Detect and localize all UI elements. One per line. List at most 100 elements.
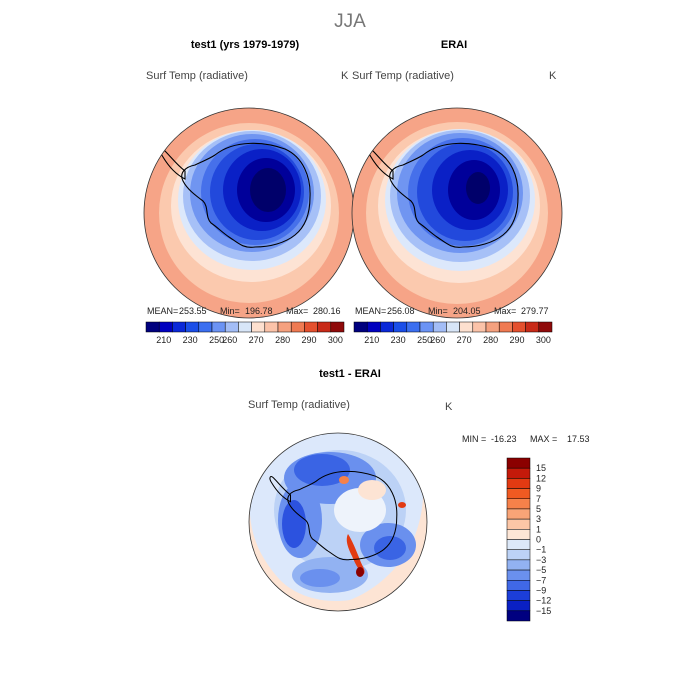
colorbar-tick-label: 5 xyxy=(536,504,541,514)
colorbar-cell xyxy=(251,321,266,333)
polar-map xyxy=(249,433,427,611)
variable-label: Surf Temp (radiative) xyxy=(248,399,350,411)
colorbar-tick-label: 300 xyxy=(536,335,551,345)
colorbar-cell xyxy=(506,600,531,612)
max-label: Max= xyxy=(286,306,308,316)
panel-difference: test1 - ERAI Surf Temp (radiative) K MIN… xyxy=(248,368,590,622)
max-label: MAX = xyxy=(530,434,557,444)
colorbar-tick-label: 12 xyxy=(536,473,546,483)
colorbar-tick-label: 7 xyxy=(536,494,541,504)
colorbar-tick-label: 9 xyxy=(536,484,541,494)
colorbar-cell xyxy=(304,321,318,333)
colorbar-cell xyxy=(198,321,213,333)
stats-line: MIN = -16.23 MAX = 17.53 xyxy=(462,434,590,444)
colorbar-tick-label: −5 xyxy=(536,565,546,575)
min-label: Min= xyxy=(220,306,240,316)
colorbar-cell xyxy=(506,610,531,622)
colorbar-tick-label: 280 xyxy=(483,335,498,345)
colorbar-cell xyxy=(459,321,474,333)
map-boundary xyxy=(351,107,563,319)
colorbar-cell xyxy=(211,321,226,333)
colorbar-cell xyxy=(512,321,526,333)
stats-line: MEAN= 256.08 Min= 204.05 Max= 279.77 xyxy=(355,306,549,316)
colorbar-tick-label: 230 xyxy=(183,335,198,345)
colorbar-tick-label: 210 xyxy=(156,335,171,345)
min-label: MIN = xyxy=(462,434,486,444)
colorbar-tick-label: −7 xyxy=(536,575,546,585)
mean-label: MEAN= xyxy=(355,306,386,316)
min-value: -16.23 xyxy=(491,434,517,444)
colorbar-cell xyxy=(506,498,531,510)
colorbar-cell xyxy=(506,488,531,499)
stats-line: MEAN= 253.55 Min= 196.78 Max= 280.16 xyxy=(147,306,341,316)
colorbar-cell xyxy=(264,321,279,333)
mean-value: 256.08 xyxy=(387,306,415,316)
colorbar-cell xyxy=(366,321,381,333)
min-label: Min= xyxy=(428,306,448,316)
panel-title: test1 - ERAI xyxy=(319,368,381,380)
colorbar-tick-label: 260 xyxy=(222,335,237,345)
colorbar-tick-label: −1 xyxy=(536,545,546,555)
mean-label: MEAN= xyxy=(147,306,178,316)
colorbar-cell xyxy=(330,321,345,333)
panel-test1: test1 (yrs 1979-1979) Surf Temp (radiati… xyxy=(143,39,355,345)
max-value: 279.77 xyxy=(521,306,549,316)
colorbar-cell xyxy=(506,518,531,530)
colorbar-cell xyxy=(238,321,252,333)
colorbar-tick-label: 260 xyxy=(430,335,445,345)
colorbar-cell xyxy=(393,321,408,333)
colorbar-tick-label: 210 xyxy=(364,335,379,345)
colorbar-tick-label: 0 xyxy=(536,535,541,545)
colorbar-tick-label: 250 xyxy=(417,335,432,345)
colorbar-tick-label: 300 xyxy=(328,335,343,345)
colorbar-cell xyxy=(506,580,531,591)
colorbar-cell xyxy=(506,529,531,540)
panel-title: ERAI xyxy=(441,39,467,51)
colorbar-cell xyxy=(145,321,160,333)
colorbar-cell xyxy=(353,321,368,333)
colorbar-cell xyxy=(506,539,531,550)
colorbar-cell xyxy=(506,508,531,520)
colorbar-tick-label: 1 xyxy=(536,524,541,534)
colorbar-tick-label: 3 xyxy=(536,514,541,524)
polar-map xyxy=(352,108,562,318)
colorbar-tick-label: 290 xyxy=(301,335,316,345)
panel-erai: ERAI Surf Temp (radiative) K MEAN= 256.0… xyxy=(351,39,563,345)
colorbar-cell xyxy=(472,321,487,333)
colorbar-tick-label: 290 xyxy=(509,335,524,345)
colorbar-cell xyxy=(158,321,173,333)
colorbar-cell xyxy=(224,321,239,333)
colorbar-tick-label: −3 xyxy=(536,555,546,565)
colorbar-cell xyxy=(538,321,553,333)
max-value: 280.16 xyxy=(313,306,341,316)
units-label: K xyxy=(341,70,349,82)
min-value: 204.05 xyxy=(453,306,481,316)
colorbar-tick-label: 280 xyxy=(275,335,290,345)
map-boundary xyxy=(248,432,428,612)
colorbar-cell xyxy=(506,590,531,601)
colorbar-tick-label: −12 xyxy=(536,596,551,606)
colorbar-cell xyxy=(506,457,531,469)
colorbar-tick-label: −9 xyxy=(536,585,546,595)
colorbar-cell xyxy=(406,321,421,333)
colorbar-cell xyxy=(506,549,531,561)
colorbar-cell xyxy=(506,467,531,479)
colorbar-cell xyxy=(446,321,460,333)
colorbar-cell xyxy=(317,321,332,333)
colorbar-tick-label: 15 xyxy=(536,463,546,473)
colorbar-tick-label: 270 xyxy=(249,335,264,345)
colorbar-cell xyxy=(290,321,305,333)
colorbar-cell xyxy=(432,321,447,333)
colorbar-tick-label: 230 xyxy=(391,335,406,345)
colorbar-cell xyxy=(525,321,540,333)
colorbar-cell xyxy=(172,321,186,333)
colorbar-tick-label: 250 xyxy=(209,335,224,345)
variable-label: Surf Temp (radiative) xyxy=(146,70,248,82)
colorbar-cell xyxy=(506,569,531,581)
colorbar-cell xyxy=(277,321,292,333)
polar-map xyxy=(144,108,354,318)
colorbar-cell xyxy=(485,321,500,333)
